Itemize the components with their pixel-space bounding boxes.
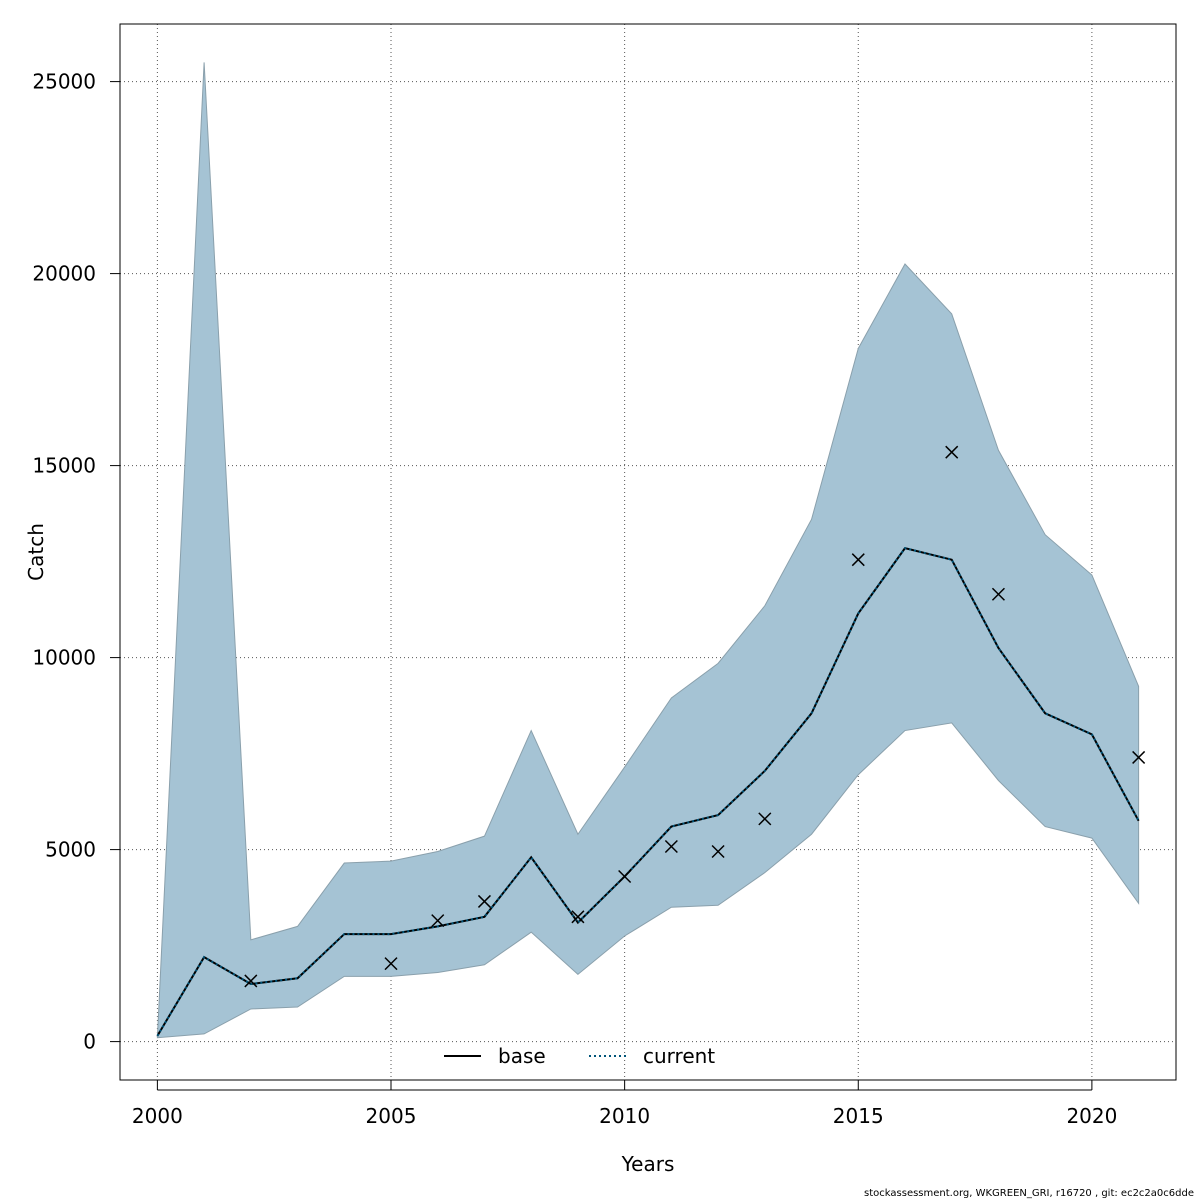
observation-point-2007: [477, 894, 491, 908]
observation-point-2018: [991, 587, 1005, 601]
series-line-base: [156, 547, 1140, 1037]
observation-point-2021: [1132, 750, 1146, 764]
y-tick-label-5000: 5000: [45, 838, 96, 862]
observation-point-2006: [431, 914, 445, 928]
x-tick-label-2010: 2010: [599, 1104, 650, 1128]
y-tick-label-10000: 10000: [32, 646, 96, 670]
observation-point-2009: [571, 910, 585, 924]
x-tick-label-2020: 2020: [1066, 1104, 1117, 1128]
legend-label-base: base: [498, 1044, 546, 1068]
legend-label-current: current: [643, 1044, 715, 1068]
observation-point-2010: [618, 869, 632, 884]
y-axis-title: Catch: [24, 523, 48, 581]
x-axis-title: Years: [621, 1152, 675, 1176]
axis-layer: 2000 2005 2010 2015 2020 0 5000 10000 15000 20000…: [32, 70, 1117, 1128]
observations-layer: [244, 445, 1146, 988]
observation-point-2015: [851, 553, 865, 567]
observation-point-2017: [945, 445, 959, 459]
confidence-band: [156, 62, 1140, 1039]
plot-frame: [119, 23, 1177, 1081]
y-tick-label-0: 0: [83, 1030, 96, 1054]
y-tick-label-25000: 25000: [32, 70, 96, 94]
observation-point-2005: [384, 957, 398, 971]
x-tick-label-2005: 2005: [366, 1104, 417, 1128]
legend: base current: [444, 1044, 715, 1068]
x-tick-label-2000: 2000: [132, 1104, 183, 1128]
observation-point-2011: [664, 839, 678, 854]
series-layer: [156, 547, 1140, 1037]
observation-point-2012: [711, 844, 725, 859]
confidence-band-layer: [156, 62, 1140, 1039]
footer-credit: stockassessment.org, WKGREEN_GRI, r16720…: [864, 1188, 1194, 1199]
y-tick-label-15000: 15000: [32, 454, 96, 478]
y-tick-label-20000: 20000: [32, 262, 96, 286]
observation-point-2013: [758, 812, 772, 826]
x-tick-label-2015: 2015: [833, 1104, 884, 1128]
observation-point-2002: [244, 974, 258, 988]
grid-layer: [120, 24, 1176, 1080]
